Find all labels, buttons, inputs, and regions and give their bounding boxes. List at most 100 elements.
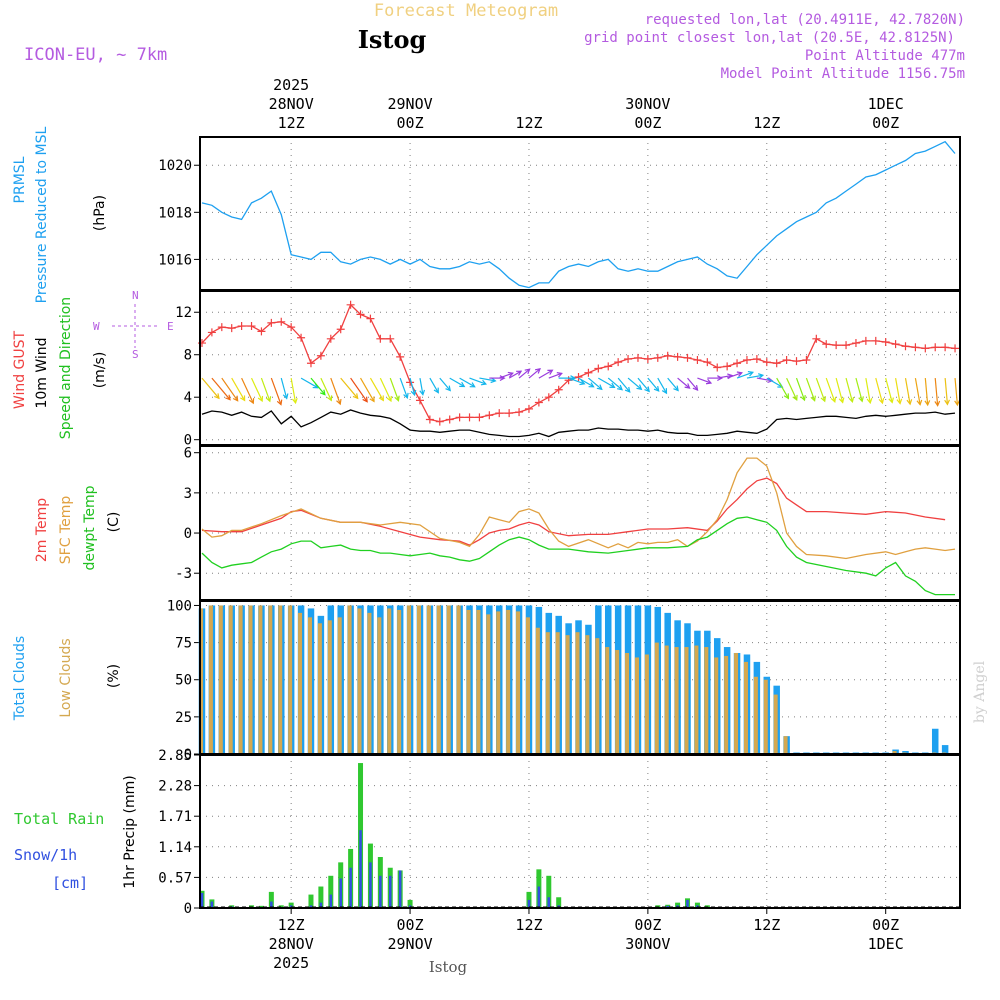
bottom-time-label: 12Z bbox=[753, 916, 780, 934]
wind-panel: 0 4 8 12 bbox=[175, 290, 961, 449]
wind-arrow bbox=[617, 377, 631, 393]
low-cloud-bar bbox=[307, 617, 312, 754]
wind-arrow-head bbox=[705, 378, 713, 385]
snow-bar bbox=[319, 902, 323, 908]
wind-arrow-head bbox=[276, 399, 283, 406]
low-cloud-bar bbox=[367, 612, 372, 754]
cloud-unit-group: (%) bbox=[106, 664, 122, 688]
y-tick-label: 2.85 bbox=[158, 748, 192, 764]
wind-arrow bbox=[439, 377, 451, 391]
wind-arrow-head bbox=[378, 395, 384, 402]
wind-arrow bbox=[924, 378, 929, 406]
wind-arrow-head bbox=[888, 397, 894, 404]
gust-marker bbox=[861, 336, 870, 345]
precip-unit: 1hr Precip (mm) bbox=[122, 775, 138, 888]
low-cloud-bar bbox=[407, 605, 412, 754]
tsfc-label-group: SFC Temp bbox=[58, 496, 74, 565]
y-tick-label: 50 bbox=[175, 673, 192, 689]
wind-dir-label: Speed and Direction bbox=[58, 297, 74, 439]
total-clouds-label-group: Total Clouds bbox=[12, 636, 28, 721]
top-time-label: 28NOV bbox=[269, 95, 314, 113]
gust-marker bbox=[356, 310, 365, 319]
wind-arrow bbox=[250, 377, 263, 402]
y-tick-label: 1020 bbox=[158, 158, 192, 174]
wind-arrow-head bbox=[692, 385, 699, 391]
wind-arrow-head bbox=[291, 397, 298, 405]
low-cloud-bar bbox=[724, 655, 729, 754]
snow-bar bbox=[666, 905, 669, 908]
low-cloud-bar bbox=[783, 736, 788, 754]
low-cloud-bar bbox=[357, 608, 362, 754]
panel-frame bbox=[199, 290, 961, 446]
wind-arrow bbox=[231, 377, 246, 401]
snow-bar bbox=[329, 894, 333, 908]
wind-arrow bbox=[211, 377, 231, 401]
low-cloud-bar bbox=[734, 652, 739, 754]
low-cloud-bar bbox=[773, 694, 778, 754]
clouds-panel: 0 25 50 75 100 bbox=[167, 598, 961, 763]
wind-arrow-head bbox=[403, 392, 409, 399]
wind-arrow-head bbox=[830, 396, 837, 403]
model-label: ICON-EU, ~ 7km bbox=[24, 45, 167, 65]
wind-arrow-head bbox=[445, 385, 452, 392]
wind-arrow-head bbox=[684, 383, 691, 389]
low-cloud-bar bbox=[634, 657, 639, 754]
wind-arrow-head bbox=[507, 371, 514, 378]
low-cloud-bar bbox=[397, 609, 402, 754]
y-tick-label: -3 bbox=[175, 566, 192, 582]
top-time-label: 12Z bbox=[515, 114, 542, 132]
wind-unit: (m/s) bbox=[92, 352, 108, 389]
gust-marker bbox=[445, 415, 454, 424]
wind-arrow bbox=[736, 371, 754, 379]
panel-frame bbox=[199, 754, 961, 909]
low-cloud-bar bbox=[684, 647, 689, 754]
wind-arrow-head bbox=[866, 397, 873, 405]
wind-arrow-head bbox=[386, 395, 392, 403]
wind-arrow bbox=[568, 377, 585, 385]
low-cloud-bar bbox=[228, 605, 233, 754]
wind-arrow-head bbox=[792, 394, 798, 401]
snow-bar bbox=[309, 905, 313, 908]
wind-arrow-head bbox=[783, 393, 790, 400]
low-cloud-bar bbox=[436, 605, 441, 754]
wind-arrow-head bbox=[848, 396, 855, 404]
wind-arrow-head bbox=[352, 393, 359, 400]
snow-bar bbox=[398, 870, 402, 908]
wind-arrow bbox=[607, 377, 623, 391]
gust-marker bbox=[505, 409, 514, 418]
gust-marker bbox=[891, 340, 900, 349]
low-cloud-bar bbox=[476, 609, 481, 754]
low-cloud-bar bbox=[466, 609, 471, 754]
rain-bar bbox=[278, 905, 284, 908]
gust-marker bbox=[633, 353, 642, 362]
wind-arrow-head bbox=[747, 370, 755, 377]
prmsl-label: PRMSL bbox=[12, 156, 28, 203]
low-cloud-bar bbox=[377, 617, 382, 754]
top-time-label: 29NOV bbox=[387, 95, 432, 113]
wind-arrow bbox=[855, 377, 863, 402]
wind-arrow bbox=[667, 377, 679, 391]
low-cloud-bar bbox=[218, 605, 223, 754]
wind-arrow bbox=[429, 377, 439, 393]
gust-marker bbox=[594, 364, 603, 373]
gust-marker bbox=[217, 323, 226, 332]
wind-arrow-head bbox=[896, 398, 903, 405]
gust-marker bbox=[207, 328, 216, 337]
top-time-label: 00Z bbox=[634, 114, 661, 132]
wind-arrow bbox=[627, 377, 642, 390]
rain-bar bbox=[546, 875, 552, 908]
wind-arrow bbox=[518, 368, 531, 379]
rain-bar bbox=[268, 891, 274, 908]
low-cloud-bar bbox=[644, 654, 649, 754]
gust-marker bbox=[772, 359, 781, 368]
wind-arrow-head bbox=[433, 387, 439, 394]
low-cloud-bar bbox=[288, 605, 293, 754]
wind-arrow bbox=[548, 372, 562, 379]
gust-marker bbox=[524, 404, 533, 413]
wind-arrow-head bbox=[757, 373, 765, 379]
gust-marker bbox=[742, 356, 751, 365]
gust-marker bbox=[931, 343, 940, 352]
wind-arrow-head bbox=[369, 396, 375, 403]
gust-marker bbox=[643, 354, 652, 363]
